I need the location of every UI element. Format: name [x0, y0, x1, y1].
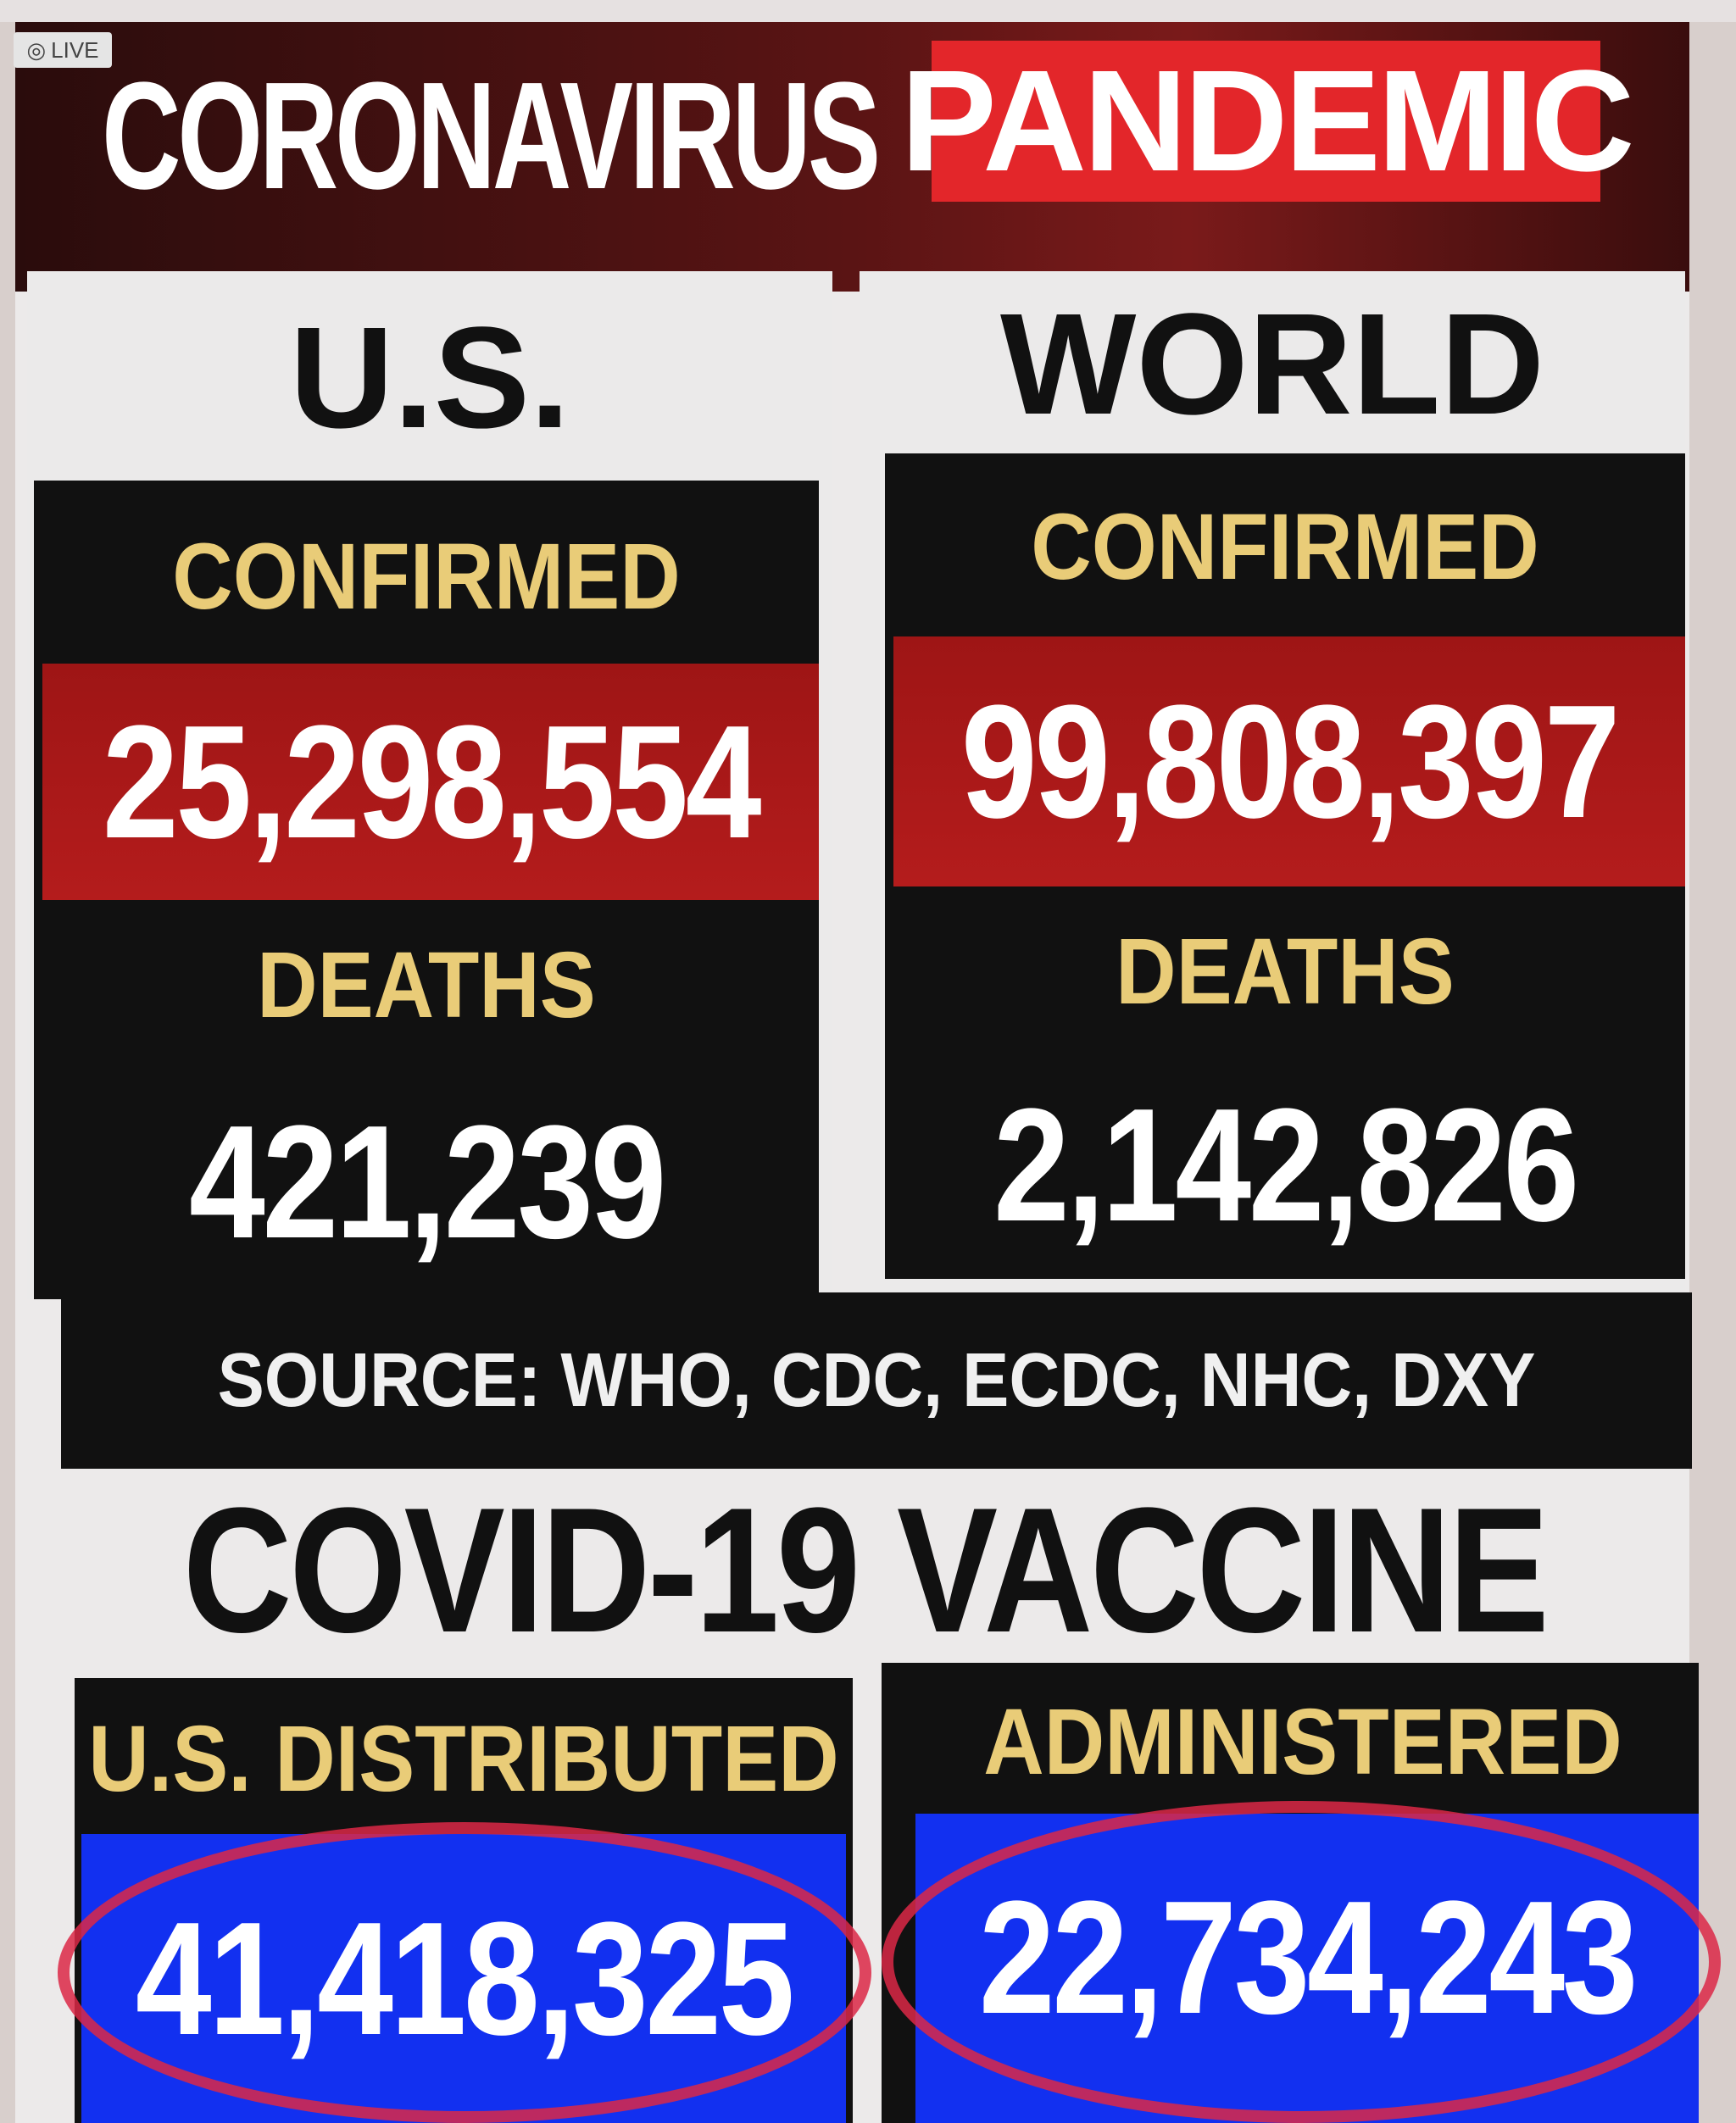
us-deaths-value: 421,239 [189, 1092, 666, 1272]
administered-label: ADMINISTERED [983, 1689, 1622, 1794]
annotation-circle-distributed [58, 1822, 871, 2123]
world-deaths-label: DEATHS [1116, 919, 1455, 1024]
world-heading: WORLD [999, 284, 1545, 445]
banner-title: CORONAVIRUS [102, 50, 881, 221]
us-confirmed-box [42, 664, 819, 900]
us-heading: U.S. [289, 297, 570, 459]
live-badge[interactable]: ◎ LIVE [14, 32, 112, 68]
world-confirmed-box [893, 636, 1685, 886]
us-confirmed-value: 25,298,554 [102, 692, 762, 872]
source-bar [61, 1292, 1692, 1469]
status-bar [0, 0, 1736, 22]
banner-highlight-box: PANDEMIC [900, 41, 1635, 202]
banner-highlight: PANDEMIC [900, 41, 1634, 202]
vaccine-heading: COVID-19 VACCINE [182, 1470, 1550, 1670]
world-confirmed-label: CONFIRMED [1031, 494, 1539, 599]
annotation-circle-administered [882, 1801, 1721, 2123]
us-deaths-label: DEATHS [257, 932, 596, 1037]
source-text: SOURCE: WHO, CDC, ECDC, NHC, DXY [217, 1337, 1536, 1423]
world-deaths-value: 2,142,826 [993, 1075, 1579, 1255]
distributed-label: U.S. DISTRIBUTED [88, 1706, 839, 1811]
broadcast-icon: ◎ [26, 36, 47, 63]
world-confirmed-value: 99,808,397 [960, 671, 1621, 852]
us-confirmed-label: CONFIRMED [172, 524, 681, 629]
